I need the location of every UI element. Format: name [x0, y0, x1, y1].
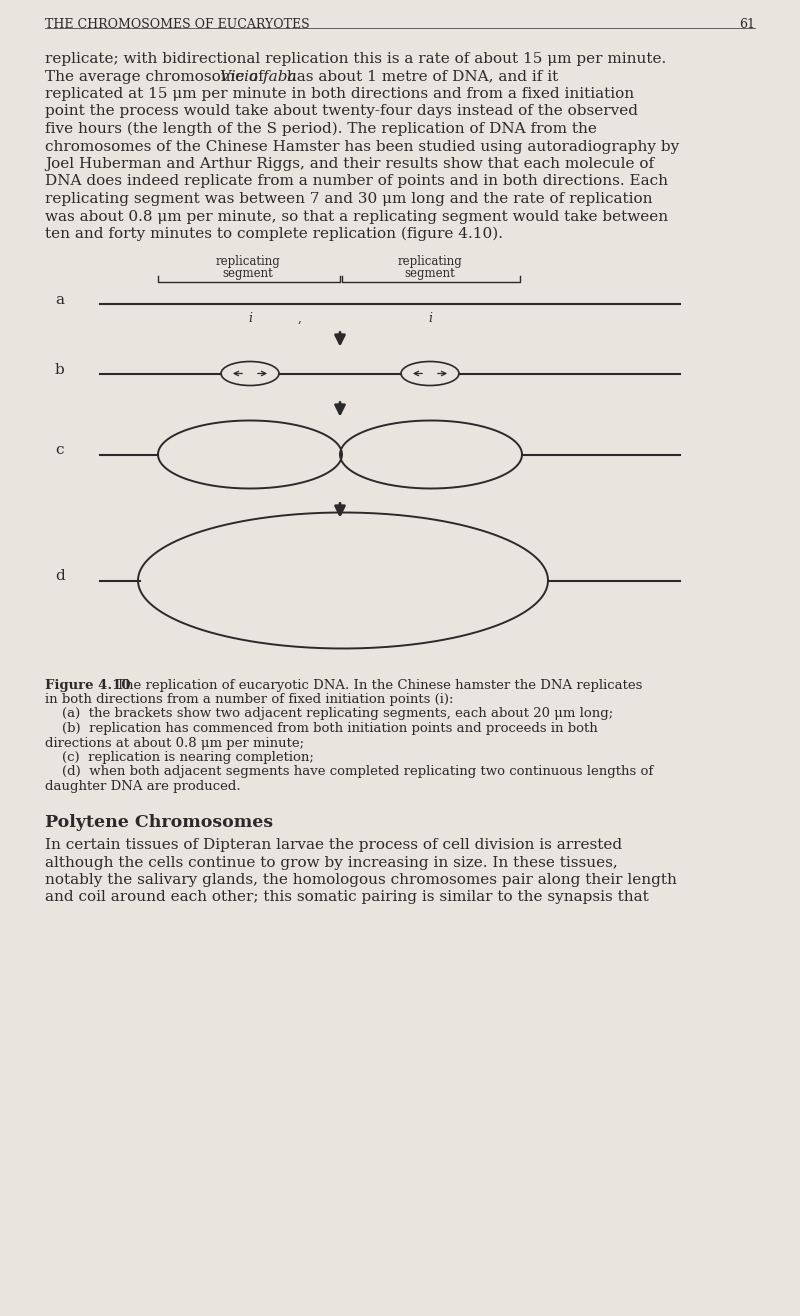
Text: d: d	[55, 570, 65, 583]
Text: was about 0.8 μm per minute, so that a replicating segment would take between: was about 0.8 μm per minute, so that a r…	[45, 209, 668, 224]
Text: has about 1 metre of DNA, and if it: has about 1 metre of DNA, and if it	[282, 70, 558, 83]
Text: i: i	[428, 312, 432, 325]
Text: five hours (the length of the S period). The replication of DNA from the: five hours (the length of the S period).…	[45, 122, 597, 137]
Text: in both directions from a number of fixed initiation points (i):: in both directions from a number of fixe…	[45, 694, 454, 705]
Text: segment: segment	[222, 267, 274, 280]
Text: point the process would take about twenty-four days instead of the observed: point the process would take about twent…	[45, 104, 638, 118]
Text: (a)  the brackets show two adjacent replicating segments, each about 20 μm long;: (a) the brackets show two adjacent repli…	[45, 708, 614, 720]
Text: directions at about 0.8 μm per minute;: directions at about 0.8 μm per minute;	[45, 737, 304, 750]
Text: DNA does indeed replicate from a number of points and in both directions. Each: DNA does indeed replicate from a number …	[45, 175, 668, 188]
Text: i: i	[248, 312, 252, 325]
Text: Joel Huberman and Arthur Riggs, and their results show that each molecule of: Joel Huberman and Arthur Riggs, and thei…	[45, 157, 654, 171]
Text: c: c	[55, 443, 63, 458]
Text: 61: 61	[739, 18, 755, 32]
Text: ,: ,	[298, 312, 302, 325]
Ellipse shape	[402, 362, 458, 384]
Ellipse shape	[222, 362, 278, 384]
Text: daughter DNA are produced.: daughter DNA are produced.	[45, 780, 241, 794]
Text: Figure 4.10: Figure 4.10	[45, 679, 130, 691]
Text: replicating: replicating	[216, 254, 280, 267]
Text: segment: segment	[405, 267, 455, 280]
Text: replicating: replicating	[398, 254, 462, 267]
Text: (d)  when both adjacent segments have completed replicating two continuous lengt: (d) when both adjacent segments have com…	[45, 766, 654, 779]
Text: THE CHROMOSOMES OF EUCARYOTES: THE CHROMOSOMES OF EUCARYOTES	[45, 18, 310, 32]
Text: Polytene Chromosomes: Polytene Chromosomes	[45, 815, 273, 830]
Text: b: b	[55, 362, 65, 376]
Text: In certain tissues of Dipteran larvae the process of cell division is arrested: In certain tissues of Dipteran larvae th…	[45, 838, 622, 851]
Text: notably the salivary glands, the homologous chromosomes pair along their length: notably the salivary glands, the homolog…	[45, 873, 677, 887]
Text: (c)  replication is nearing completion;: (c) replication is nearing completion;	[45, 751, 314, 765]
Text: (b)  replication has commenced from both initiation points and proceeds in both: (b) replication has commenced from both …	[45, 722, 598, 736]
Text: replicating segment was between 7 and 30 μm long and the rate of replication: replicating segment was between 7 and 30…	[45, 192, 653, 207]
Text: ten and forty minutes to complete replication (figure 4.10).: ten and forty minutes to complete replic…	[45, 226, 503, 241]
Text: The replication of eucaryotic DNA. In the Chinese hamster the DNA replicates: The replication of eucaryotic DNA. In th…	[112, 679, 642, 691]
Text: a: a	[55, 292, 64, 307]
Text: although the cells continue to grow by increasing in size. In these tissues,: although the cells continue to grow by i…	[45, 855, 618, 870]
Text: and coil around each other; this somatic pairing is similar to the synapsis that: and coil around each other; this somatic…	[45, 891, 649, 904]
Text: replicate; with bidirectional replication this is a rate of about 15 μm per minu: replicate; with bidirectional replicatio…	[45, 53, 666, 66]
Text: Vicia faba: Vicia faba	[220, 70, 297, 83]
Text: The average chromosome of: The average chromosome of	[45, 70, 269, 83]
Text: chromosomes of the Chinese Hamster has been studied using autoradiography by: chromosomes of the Chinese Hamster has b…	[45, 139, 679, 154]
Text: replicated at 15 μm per minute in both directions and from a fixed initiation: replicated at 15 μm per minute in both d…	[45, 87, 634, 101]
